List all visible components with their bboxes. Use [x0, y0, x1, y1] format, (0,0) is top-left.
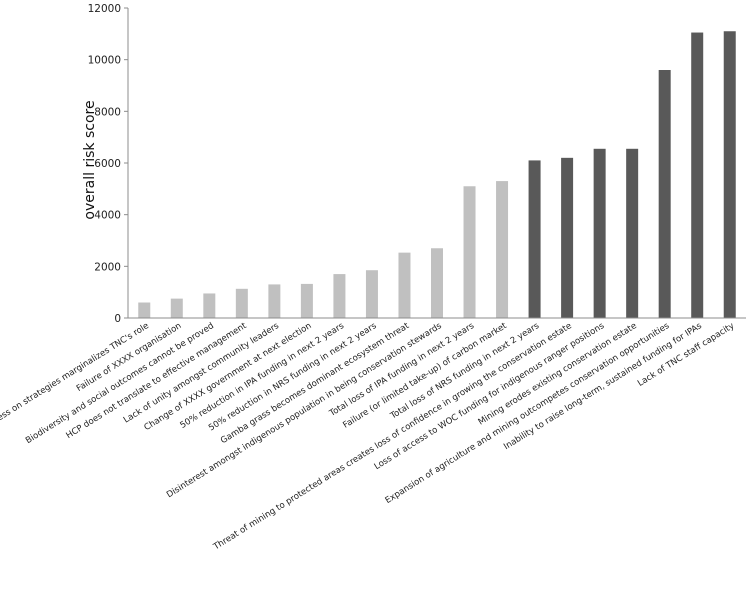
bar	[496, 181, 509, 318]
y-tick-label: 6000	[94, 158, 121, 170]
bar	[691, 32, 704, 319]
bar	[658, 70, 671, 318]
bar	[300, 283, 313, 318]
bar	[593, 148, 606, 318]
bar	[398, 252, 411, 318]
bar	[203, 293, 216, 318]
y-axis: 0 2000 4000 6000 8000 10000 12000	[88, 3, 129, 325]
bar	[431, 248, 443, 318]
bar	[626, 148, 639, 318]
y-tick-label: 10000	[88, 55, 121, 67]
y-tick-label: 4000	[94, 210, 121, 222]
bar	[268, 284, 281, 318]
y-tick-label: 0	[114, 313, 121, 325]
bar	[561, 157, 574, 318]
bar	[723, 31, 736, 318]
bar	[138, 302, 151, 318]
y-axis-label: overall risk score	[82, 100, 98, 219]
y-tick-label: 8000	[94, 106, 121, 118]
bar	[170, 298, 183, 318]
bars	[138, 31, 736, 319]
bar	[528, 160, 541, 318]
bar	[333, 274, 346, 318]
x-axis: Slow progress on strategies marginalizes…	[0, 317, 746, 553]
y-tick-label: 2000	[94, 261, 121, 273]
bar	[365, 270, 378, 318]
bar	[235, 288, 248, 318]
y-tick-label: 12000	[88, 3, 121, 15]
bar	[463, 186, 476, 318]
